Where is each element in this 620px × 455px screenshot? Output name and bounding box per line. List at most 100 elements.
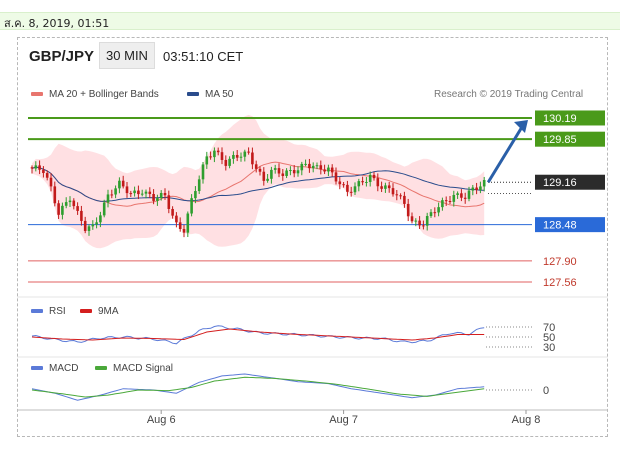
candle-body [30, 167, 34, 169]
research-credit: Research © 2019 Trading Central [434, 89, 584, 100]
candle-body [201, 164, 205, 180]
x-tick-label: Aug 6 [147, 414, 176, 426]
candle-body [148, 191, 152, 194]
candle-body [45, 173, 49, 178]
candle-body [334, 172, 338, 182]
legend-rsi-swatch [31, 309, 43, 314]
candle-body [106, 194, 110, 203]
candle-body [471, 187, 475, 191]
candle-body [239, 156, 243, 158]
candle-body [391, 188, 395, 195]
candle-body [254, 164, 258, 169]
legend-ma50: MA 50 [187, 89, 233, 100]
candle-body [422, 225, 425, 227]
candle-body [110, 194, 114, 196]
candle-body [418, 220, 421, 226]
legend-macd-signal-label: MACD Signal [113, 363, 174, 374]
x-tick-label: Aug 8 [512, 414, 541, 426]
level-tag-130.19 [535, 110, 605, 126]
legend-ma20-label: MA 20 + Bollinger Bands [49, 89, 159, 100]
candle-body [262, 171, 266, 181]
macd-signal-line [31, 376, 485, 398]
candle-body [300, 163, 304, 171]
candle-body [243, 151, 247, 157]
timestamp-bar: ส.ค. 8, 2019, 01:51 [0, 12, 620, 30]
level-label-129.85: 129.85 [543, 134, 577, 146]
rsi-tick-label: 50 [543, 332, 555, 344]
candle-body [319, 165, 323, 170]
legend-macd: MACD [31, 363, 78, 374]
candle-body [429, 212, 433, 217]
candle-body [273, 168, 277, 170]
server-time: 03:51:10 CET [163, 49, 244, 64]
candle-body [258, 168, 262, 172]
rsi-tick-label: 30 [543, 342, 555, 354]
candle-body [182, 229, 186, 233]
candle-body [53, 186, 57, 204]
candle-body [228, 158, 231, 166]
candle-body [152, 193, 155, 201]
candle-body [387, 185, 391, 189]
level-label-127.90: 127.90 [543, 256, 577, 268]
candle-body [95, 222, 98, 225]
candle-body [197, 179, 201, 192]
timeframe-badge[interactable]: 30 MIN [99, 42, 155, 69]
candle-body [171, 208, 174, 216]
candle-body [64, 202, 68, 206]
candle-body [156, 198, 159, 201]
candle-body [99, 215, 102, 223]
candle-body [144, 191, 148, 194]
legend-ma50-swatch [187, 92, 199, 97]
legend-rsi-ma-swatch [80, 309, 92, 314]
legend-rsi-ma-label: 9MA [98, 306, 119, 317]
candle-body [433, 212, 437, 214]
legend-rsi-label: RSI [49, 306, 66, 317]
candle-body [76, 206, 79, 211]
candle-body [209, 156, 212, 158]
candle-body [251, 152, 254, 165]
rsi-tick-label: 70 [543, 322, 555, 334]
candle-body [380, 186, 383, 189]
candle-body [205, 156, 209, 165]
candle-body [327, 167, 330, 172]
legend-macd-signal: MACD Signal [95, 363, 173, 374]
candle-body [194, 191, 197, 199]
level-label-128.48: 128.48 [543, 220, 577, 232]
legend-ma20: MA 20 + Bollinger Bands [31, 89, 159, 100]
candle-body [308, 163, 311, 169]
candle-body [346, 184, 349, 192]
candle-body [304, 163, 307, 165]
candle-body [399, 195, 402, 197]
candle-body [190, 198, 193, 214]
rsi-ma-line [31, 328, 485, 341]
candle-body [475, 187, 478, 190]
level-tag-129.85 [535, 131, 605, 147]
candle-body [163, 192, 167, 196]
level-tag-129.16 [535, 174, 605, 190]
candle-body [133, 190, 136, 194]
candle-body [315, 165, 319, 167]
candle-body [137, 190, 140, 195]
candle-body [376, 178, 380, 187]
timestamp-text: ส.ค. 8, 2019, 01:51 [4, 17, 110, 30]
candle-body [175, 215, 178, 223]
candle-body [61, 205, 64, 215]
candle-body [395, 194, 399, 196]
candle-body [87, 226, 91, 231]
candle-body [247, 151, 250, 153]
candle-body [425, 216, 429, 226]
candle-body [102, 202, 106, 216]
candle-body [167, 195, 171, 209]
candle-body [277, 168, 281, 174]
level-label-127.56: 127.56 [543, 277, 577, 289]
candle-body [410, 216, 414, 222]
candle-body [114, 188, 117, 195]
candle-body [72, 200, 76, 207]
candle-body [365, 181, 368, 183]
candle-body [42, 169, 45, 174]
candle-body [140, 193, 144, 195]
candle-body [270, 169, 273, 179]
bollinger-band [32, 114, 485, 249]
candle-body [296, 170, 300, 174]
